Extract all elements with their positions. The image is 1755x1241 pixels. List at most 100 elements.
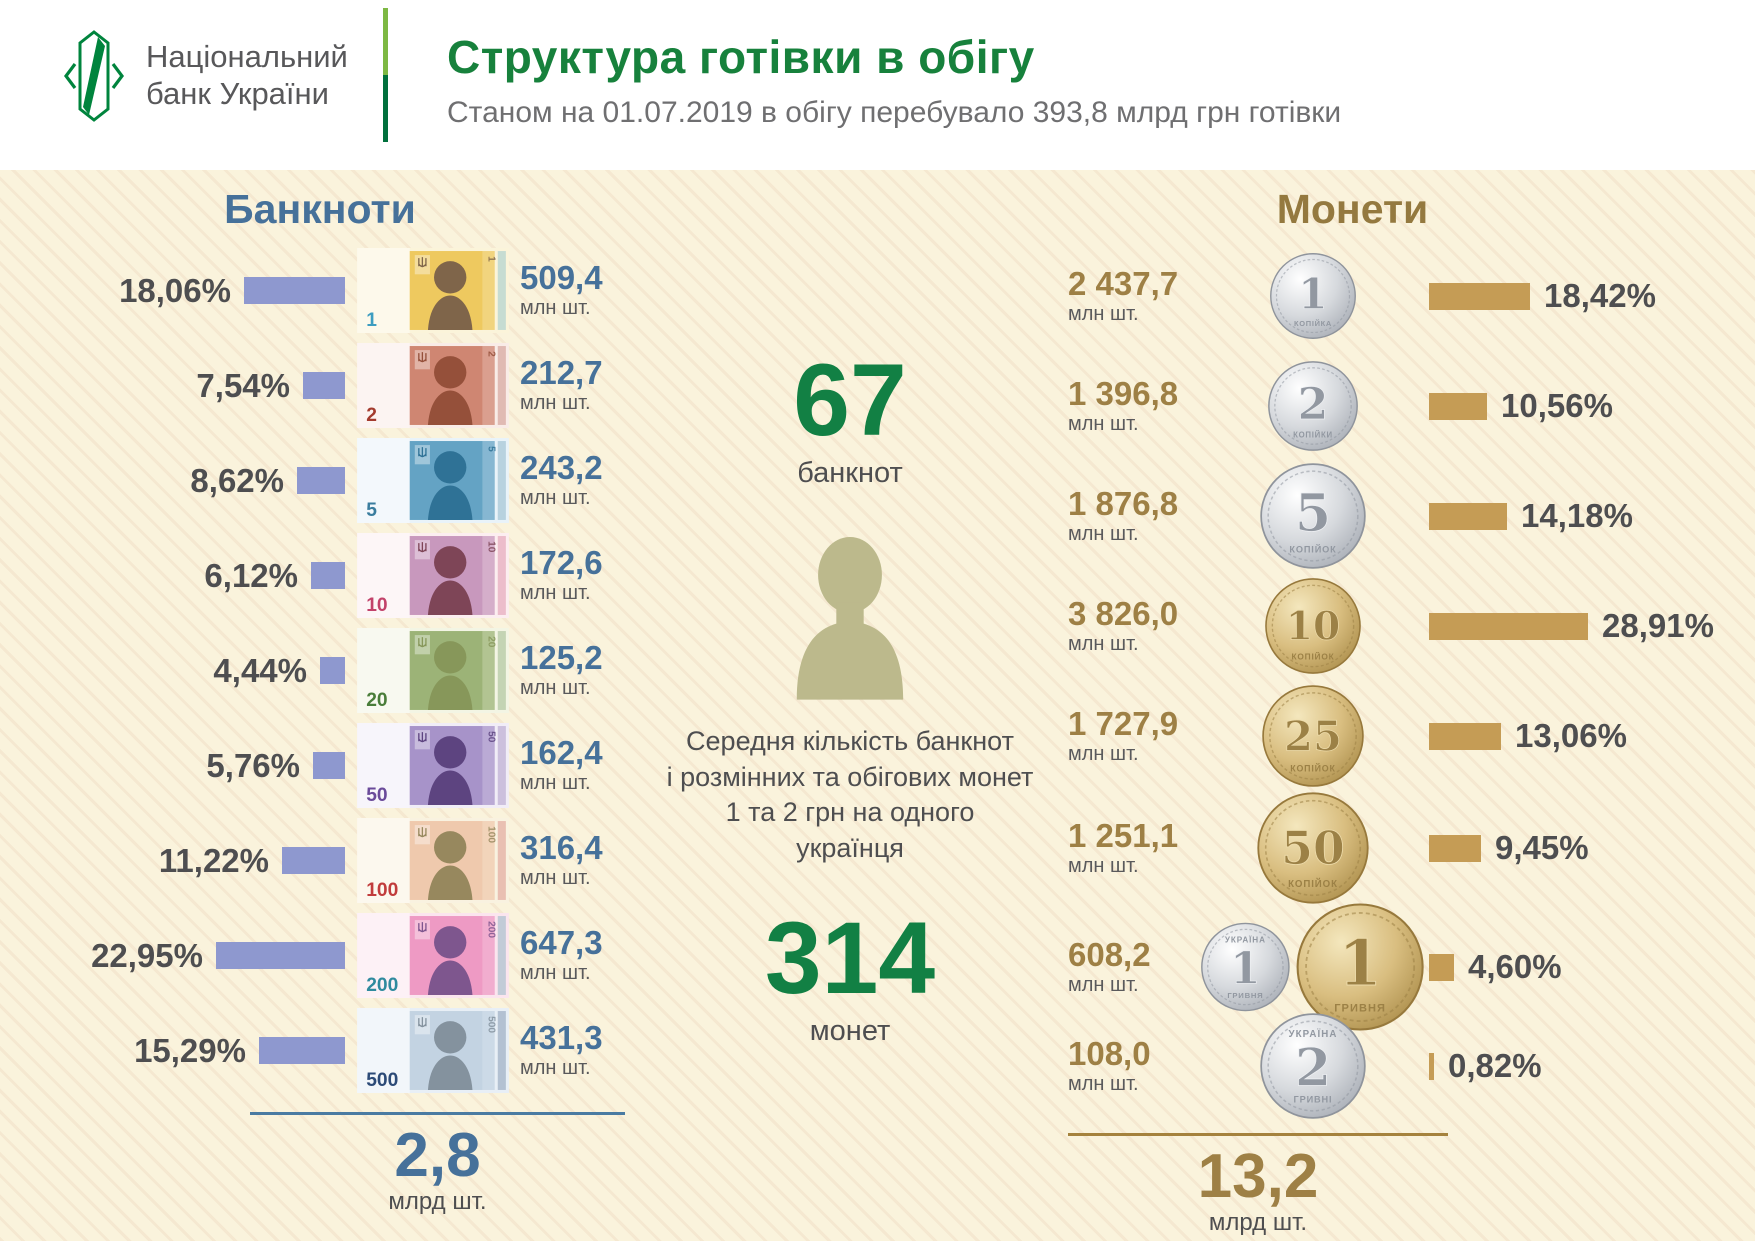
coin-chart-25 коп: 13,06% [1429, 717, 1755, 755]
banknote-pct-1: 18,06% [119, 271, 231, 309]
banknote-bar-50 [313, 752, 345, 779]
person-icon [796, 536, 904, 700]
banknote-bar-5 [297, 467, 345, 494]
coin-bar-1 грн [1429, 953, 1454, 981]
svg-text:КОПІЙОК: КОПІЙОК [1289, 544, 1336, 555]
coin-image-cell-5 коп: 5 КОПІЙОК [1200, 462, 1425, 570]
main-content: Банкноти 18,06% 1 1 509,4 млн шт. 7,54% 2 … [0, 170, 1755, 1237]
banknote-bar-20 [320, 657, 345, 684]
banknote-100-image: 100 100 [356, 818, 509, 903]
banknote-value-200: 647,3 млн шт. [520, 926, 640, 985]
coin-unit-10 коп: млн шт. [1068, 632, 1139, 655]
coin-value-1 коп: 2 437,7 млн шт. [1068, 267, 1200, 326]
banknote-unit-500: млн шт. [520, 1057, 591, 1079]
banknote-image-cell-20: 20 20 [345, 628, 520, 713]
coin-pct-2 коп: 10,56% [1501, 387, 1613, 424]
banknote-unit-50: млн шт. [520, 772, 591, 794]
coin-chart-5 коп: 14,18% [1429, 497, 1755, 535]
banknote-unit-2: млн шт. [520, 392, 591, 414]
coins-rows: 2 437,7 млн шт. 1 КОПІЙКА 18,42% 1 396,8 мл… [1060, 241, 1755, 1121]
coin-unit-1 коп: млн шт. [1068, 302, 1139, 325]
banknotes-total-unit: млрд шт. [388, 1188, 487, 1216]
coin-row-2 коп: 1 396,8 млн шт. 2 КОПІЙКИ 10,56% [1060, 351, 1755, 461]
coin-image-cell-1 грн: УКРАЇНА 1 ГРИВНЯ 1 ГРИВНЯ [1200, 901, 1425, 1033]
coin-value-10 коп: 3 826,0 млн шт. [1068, 597, 1200, 656]
banknote-value-50: 162,4 млн шт. [520, 736, 640, 795]
coin-row-10 коп: 3 826,0 млн шт. 10 КОПІЙОК 28,91% [1060, 571, 1755, 681]
banknote-image-cell-500: 500 500 [345, 1008, 520, 1093]
svg-text:2: 2 [366, 405, 377, 426]
svg-text:КОПІЙКА: КОПІЙКА [1293, 319, 1331, 328]
nbu-logo-icon [64, 30, 124, 122]
banknote-value-100: 316,4 млн шт. [520, 831, 640, 890]
banknote-bar-2 [303, 372, 345, 399]
svg-text:УКРАЇНА: УКРАЇНА [1225, 934, 1266, 944]
banknote-image-cell-5: 5 5 [345, 438, 520, 523]
banknote-image-cell-100: 100 100 [345, 818, 520, 903]
banknote-2-image: 2 2 [356, 343, 509, 428]
coin-25-gold-image: 25 КОПІЙОК [1261, 685, 1364, 787]
coin-row-1 грн: 608,2 млн шт. УКРАЇНА 1 ГРИВНЯ 1 ГРИВНЯ 4… [1060, 901, 1755, 1031]
coin-pct-50 коп: 9,45% [1495, 829, 1589, 866]
banknote-image-cell-1: 1 1 [345, 248, 520, 333]
banknote-pct-20: 4,44% [213, 651, 307, 689]
coin-image-cell-50 коп: 50 КОПІЙОК [1200, 791, 1425, 905]
coin-50-gold-image: 50 КОПІЙОК [1256, 792, 1369, 904]
svg-text:200: 200 [485, 921, 496, 938]
banknote-count-50: 162,4 [520, 734, 603, 771]
coins-total-unit: млрд шт. [1208, 1209, 1308, 1237]
coins-count-label: монет [809, 1015, 891, 1048]
coin-pct-5 коп: 14,18% [1521, 497, 1633, 534]
center-section: 67 банкнот Середня кількість банкнот і р… [640, 170, 1060, 1237]
banknote-chart-5: 8,62% [0, 462, 345, 500]
banknotes-section: Банкноти 18,06% 1 1 509,4 млн шт. 7,54% 2 … [0, 170, 640, 1237]
coins-title: Монети [1276, 186, 1429, 232]
svg-text:2: 2 [1294, 1037, 1330, 1098]
banknote-10-image: 10 10 [356, 533, 509, 618]
coin-unit-25 коп: млн шт. [1068, 742, 1139, 765]
header: Національний банк України Структура готі… [0, 0, 1755, 170]
coin-pct-25 коп: 13,06% [1515, 717, 1627, 754]
banknotes-total: 2,8 млрд шт. [250, 1112, 625, 1216]
coin-2-silver-image: УКРАЇНА 2 ГРИВНІ [1259, 1013, 1366, 1119]
coin-2-silver-image: 2 КОПІЙКИ [1267, 361, 1358, 451]
coin-value-2 коп: 1 396,8 млн шт. [1068, 377, 1200, 436]
banknote-row-2: 7,54% 2 2 212,7 млн шт. [0, 338, 640, 433]
banknote-row-5: 8,62% 5 5 243,2 млн шт. [0, 433, 640, 528]
coin-chart-1 коп: 18,42% [1429, 277, 1755, 315]
svg-text:5: 5 [366, 500, 377, 521]
coin-1-silver-image: УКРАЇНА 1 ГРИВНЯ [1201, 922, 1290, 1012]
coin-bar-50 коп [1429, 834, 1481, 862]
coin-chart-2 коп: 10,56% [1429, 387, 1755, 425]
banknote-row-50: 5,76% 50 50 162,4 млн шт. [0, 718, 640, 813]
banknote-value-5: 243,2 млн шт. [520, 451, 640, 510]
banknote-pct-2: 7,54% [196, 366, 290, 404]
coins-count-big: 314 [764, 901, 936, 1016]
coin-10-gold-image: 10 КОПІЙОК [1264, 578, 1361, 674]
svg-text:ГРИВНІ: ГРИВНІ [1293, 1095, 1332, 1105]
svg-text:50: 50 [1281, 821, 1344, 875]
banknote-count-200: 647,3 [520, 924, 603, 961]
svg-text:КОПІЙОК: КОПІЙОК [1291, 650, 1334, 661]
coins-total-value: 13,2 [1197, 1142, 1319, 1211]
center-caption: Середня кількість банкнот і розмінних та… [666, 725, 1034, 863]
coin-chart-1 грн: 4,60% [1429, 948, 1755, 986]
svg-text:КОПІЙКИ: КОПІЙКИ [1293, 430, 1333, 439]
banknote-bar-10 [311, 562, 345, 589]
svg-text:100: 100 [485, 826, 496, 843]
coin-pct-10 коп: 28,91% [1602, 607, 1714, 644]
banknote-count-100: 316,4 [520, 829, 603, 866]
coin-bar-5 коп [1429, 502, 1507, 530]
svg-text:КОПІЙОК: КОПІЙОК [1288, 878, 1338, 890]
coin-unit-2 коп: млн шт. [1068, 412, 1139, 435]
banknote-chart-100: 11,22% [0, 842, 345, 880]
banknote-count-10: 172,6 [520, 544, 603, 581]
coin-chart-50 коп: 9,45% [1429, 829, 1755, 867]
svg-text:2: 2 [485, 351, 496, 357]
coin-row-2 грн: 108,0 млн шт. УКРАЇНА 2 ГРИВНІ 0,82% [1060, 1011, 1755, 1121]
banknotes-rows: 18,06% 1 1 509,4 млн шт. 7,54% 2 2 212,7 мл… [0, 243, 640, 1098]
coin-count-5 коп: 1 876,8 [1068, 484, 1179, 522]
svg-text:ГРИВНЯ: ГРИВНЯ [1334, 1002, 1386, 1014]
banknote-count-500: 431,3 [520, 1019, 603, 1056]
coin-bar-25 коп [1429, 722, 1501, 750]
